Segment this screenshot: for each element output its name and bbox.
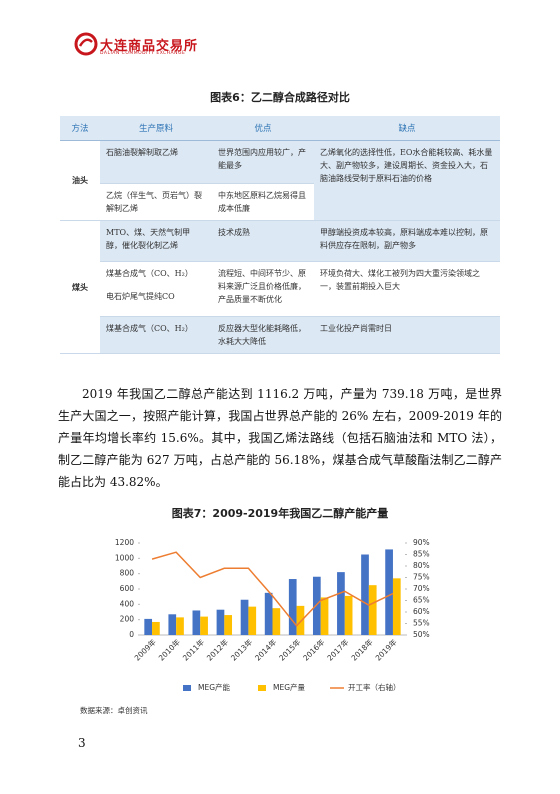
bar <box>144 618 153 635</box>
logo-subtext: DALIAN COMMODITY EXCHANGE <box>100 51 186 56</box>
y-tick-label: 200 <box>120 615 135 624</box>
bar <box>392 578 401 635</box>
x-tick-label: 2009年 <box>132 636 158 662</box>
material-cell: 石脑油裂解制取乙烯 <box>100 140 212 184</box>
line <box>151 551 394 627</box>
x-tick-label: 2017年 <box>325 636 351 662</box>
chart-title: 图表7：2009-2019年我国乙二醇产能产量 <box>172 506 388 520</box>
material-cell: MTO、煤、天然气制甲醇，催化裂化制乙烯 <box>100 220 212 262</box>
y-tick-label: 0 <box>129 630 134 639</box>
bar <box>320 597 329 635</box>
legend-label: MEG产能 <box>198 682 231 692</box>
bar <box>344 595 353 635</box>
bar <box>288 579 297 635</box>
y-tick-label: 800 <box>120 569 135 578</box>
bar <box>192 610 201 635</box>
material-cell: 煤基合成气（CO、H₂） 电石炉尾气提纯CO <box>100 261 212 317</box>
x-tick-label: 2015年 <box>277 636 303 662</box>
logo-icon <box>74 32 98 56</box>
y2-tick-label: 50% <box>413 630 430 639</box>
bar <box>168 614 177 635</box>
legend-marker <box>258 685 266 691</box>
x-tick-label: 2010年 <box>156 636 182 662</box>
y2-tick-label: 75% <box>413 573 430 582</box>
x-tick-label: 2019年 <box>373 636 399 662</box>
bar <box>248 606 257 635</box>
group-cell: 油头 <box>60 140 100 221</box>
x-tick-label: 2016年 <box>301 636 327 662</box>
cons-cell: 环境负荷大、煤化工被列为四大重污染领域之一，装置前期投入巨大 <box>314 261 500 317</box>
x-tick-label: 2014年 <box>252 636 278 662</box>
x-tick-label: 2012年 <box>204 636 230 662</box>
x-tick-label: 2018年 <box>349 636 375 662</box>
x-tick-label: 2013年 <box>228 636 254 662</box>
material-cell: 乙烷（伴生气、页岩气）裂解制乙烯 <box>100 183 212 221</box>
header-cell: 生产原料 <box>100 116 212 141</box>
source-note: 数据来源：卓创资讯 <box>80 706 148 715</box>
y2-tick-label: 80% <box>413 561 430 570</box>
material: 煤基合成气（CO、H₂） <box>106 324 193 333</box>
pros-cell: 技术成熟 <box>212 220 314 262</box>
pros-cell: 流程短、中间环节少、原料来源广泛且价格低廉，产品质量不断优化 <box>212 261 314 317</box>
y-tick-label: 1000 <box>115 553 134 562</box>
legend-marker <box>183 685 191 691</box>
legend-label: 开工率（右轴） <box>348 682 401 692</box>
y-tick-label: 600 <box>120 584 135 593</box>
cons-cell: 甲醇端投资成本较高，原料端成本难以控制，原料供应存在限制，副产物多 <box>314 220 500 262</box>
y2-tick-label: 55% <box>413 619 430 628</box>
material: 石脑油裂解制取乙烯 <box>106 148 178 157</box>
y-tick-label: 1200 <box>115 538 134 547</box>
table-title: 图表6：乙二醇合成路径对比 <box>210 91 350 104</box>
y2-tick-label: 85% <box>413 550 430 559</box>
x-tick-label: 2011年 <box>180 636 206 662</box>
y2-tick-label: 65% <box>413 596 430 605</box>
header-cell: 缺点 <box>314 116 500 141</box>
header-cell: 优点 <box>212 116 314 141</box>
page-number: 3 <box>78 736 86 750</box>
material: 乙烷（伴生气、页岩气）裂解制乙烯 <box>106 191 202 213</box>
cons-cell: 工业化投产尚需时日 <box>314 316 500 354</box>
bar <box>200 616 208 635</box>
bar <box>361 554 369 635</box>
material-cell: 煤基合成气（CO、H₂） <box>100 316 212 354</box>
bar <box>272 608 281 635</box>
header-cell: 方法 <box>60 116 100 141</box>
bar <box>152 621 160 635</box>
group-cell: 煤头 <box>60 220 100 354</box>
y2-tick-label: 70% <box>413 584 430 593</box>
pros-cell: 世界范围内应用较广，产能最多 <box>212 140 314 184</box>
bar <box>368 585 377 635</box>
cons-cell: 乙烯氧化的选择性低，EO水合能耗较高、耗水量大、副产物较多，建设周期长、资金投入… <box>314 140 500 221</box>
chart: 图表7：2009-2019年我国乙二醇产能产量 0 200 400 600 800 100… <box>115 506 430 692</box>
y-tick-label: 400 <box>120 599 135 608</box>
material: MTO、煤、天然气制甲醇，催化裂化制乙烯 <box>106 228 191 250</box>
pros-cell: 中东地区原料乙烷易得且成本低廉 <box>212 183 314 221</box>
bar <box>264 592 273 635</box>
bar <box>296 605 305 635</box>
bar <box>224 615 233 635</box>
bar <box>312 576 321 635</box>
logo-text: 大连商品交易所 <box>100 39 199 54</box>
bar <box>337 572 345 635</box>
comparison-table: 方法 生产原料 优点 缺点 油头 石脑油裂解制取乙烯 世界范围内应用较广，产能最… <box>60 116 500 354</box>
bar <box>176 617 184 635</box>
y2-tick-label: 60% <box>413 607 430 616</box>
bar <box>385 549 393 635</box>
bar <box>216 609 225 635</box>
y2-tick-label: 90% <box>413 538 430 547</box>
legend-label: MEG产量 <box>273 682 306 692</box>
bar <box>240 599 249 635</box>
pros-cell: 反应器大型化能耗略低，水耗大大降低 <box>212 316 314 354</box>
material: 煤基合成气（CO、H₂） <box>106 269 193 278</box>
paragraph: 2019 年我国乙二醇总产能达到 1116.2 万吨，产量为 739.18 万吨… <box>58 387 502 489</box>
material: 电石炉尾气提纯CO <box>106 292 175 301</box>
